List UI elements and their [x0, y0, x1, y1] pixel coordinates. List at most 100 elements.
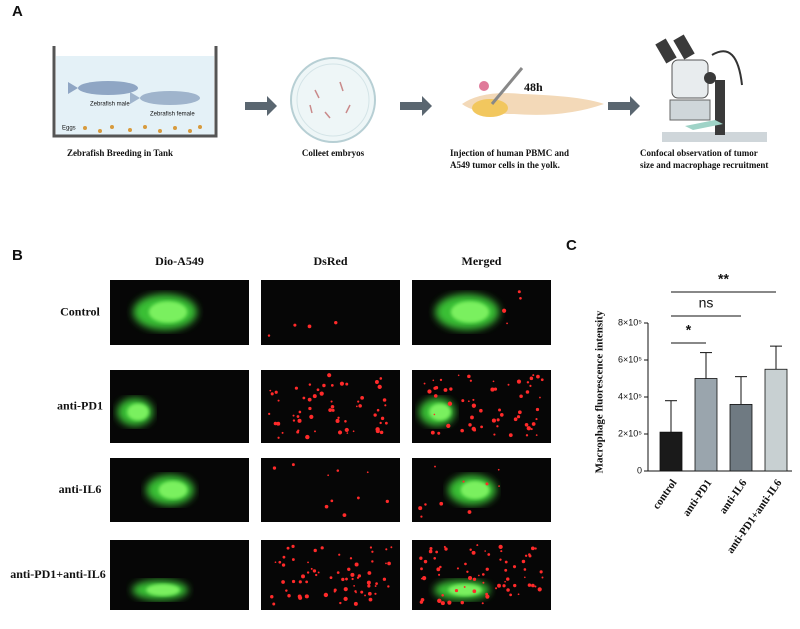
red-dot — [331, 408, 335, 412]
red-dot — [344, 589, 347, 592]
red-dot — [343, 587, 348, 592]
red-dot — [274, 561, 277, 564]
red-dot — [499, 558, 502, 561]
red-dot — [291, 544, 295, 549]
red-dot — [352, 430, 355, 433]
red-dot — [491, 418, 496, 423]
red-dot — [439, 378, 443, 382]
red-dot — [294, 386, 298, 390]
red-dot — [337, 416, 340, 419]
red-dot — [379, 377, 383, 380]
step-caption: size and macrophage recruitment — [640, 160, 768, 170]
red-dot — [420, 577, 423, 580]
red-dot — [270, 392, 274, 396]
red-dot — [506, 322, 508, 325]
red-dot — [335, 418, 340, 423]
red-dot — [424, 503, 427, 506]
row-label: anti-PD1 — [57, 398, 103, 412]
red-dot — [485, 567, 489, 571]
red-dot — [519, 296, 522, 300]
green-core — [448, 584, 482, 596]
red-dot — [436, 567, 441, 572]
x-tick-label: anti-PD1 — [681, 477, 715, 518]
red-dot — [528, 554, 532, 558]
red-dot — [467, 400, 470, 403]
red-dot — [476, 544, 479, 547]
red-dot — [333, 590, 336, 593]
red-dot — [341, 577, 345, 582]
red-dot — [457, 374, 460, 377]
red-dot — [270, 595, 274, 599]
red-dot — [320, 546, 324, 550]
red-dot — [531, 583, 535, 588]
y-tick-label: 8×10⁵ — [618, 317, 642, 327]
step-caption: Confocal observation of tumor — [640, 148, 758, 158]
fish-label: Zebrafish female — [150, 112, 195, 118]
red-dot — [423, 559, 428, 564]
red-dot — [312, 394, 317, 399]
red-dot — [516, 415, 521, 419]
red-dot — [497, 468, 500, 471]
red-dot — [384, 404, 387, 407]
step-caption: Colleet embryos — [302, 148, 365, 158]
row-label: anti-IL6 — [59, 482, 102, 496]
red-dot — [535, 407, 540, 412]
red-dot — [317, 571, 320, 574]
red-dot — [531, 422, 536, 426]
red-dot — [437, 431, 441, 435]
red-dot — [468, 576, 473, 581]
red-dot — [329, 576, 333, 580]
x-tick-label: control — [651, 477, 680, 511]
red-dot — [524, 554, 528, 557]
red-dot — [446, 423, 451, 429]
red-dot — [518, 410, 522, 415]
red-dot — [419, 556, 423, 560]
image-bg — [110, 540, 249, 610]
red-dot — [356, 496, 360, 500]
red-dot — [481, 602, 484, 605]
row-label: anti-PD1+anti-IL6 — [10, 567, 106, 581]
red-dot — [366, 471, 369, 474]
red-dot — [273, 421, 278, 426]
green-core — [146, 584, 180, 596]
red-dot — [343, 596, 348, 601]
red-dot — [282, 555, 286, 559]
y-axis-label: Macrophage fluorescence intensity — [594, 310, 606, 473]
y-tick-label: 6×10⁵ — [618, 354, 642, 364]
red-dot — [420, 515, 423, 518]
red-dot — [286, 546, 290, 550]
red-dot — [443, 545, 446, 548]
red-dot — [440, 601, 445, 606]
red-dot — [313, 548, 317, 553]
red-dot — [306, 571, 310, 574]
red-dot — [387, 585, 390, 588]
red-dot — [484, 550, 487, 552]
red-dot — [423, 382, 426, 385]
red-dot — [374, 380, 379, 384]
red-dot — [430, 430, 435, 435]
step-caption: A549 tumor cells in the yolk. — [450, 160, 560, 170]
red-dot — [292, 419, 296, 422]
red-dot — [357, 574, 362, 578]
step-caption: Zebrafish Breeding in Tank — [67, 148, 173, 158]
red-dot — [382, 398, 387, 402]
red-dot — [291, 558, 295, 561]
red-dot — [376, 408, 380, 412]
red-dot — [480, 425, 483, 429]
red-dot — [498, 544, 503, 549]
bar — [659, 431, 683, 472]
red-dot — [281, 431, 284, 434]
image-bg — [412, 540, 551, 610]
red-dot — [323, 592, 329, 598]
red-dot — [535, 434, 538, 437]
red-dot — [508, 433, 513, 438]
red-dot — [351, 577, 354, 581]
red-dot — [541, 576, 544, 579]
red-dot — [454, 589, 459, 593]
panel-label: B — [12, 247, 23, 264]
petri-dish — [290, 57, 376, 143]
tank — [52, 46, 218, 138]
red-dot — [507, 383, 510, 386]
red-dot — [516, 379, 522, 384]
red-dot — [419, 600, 424, 604]
